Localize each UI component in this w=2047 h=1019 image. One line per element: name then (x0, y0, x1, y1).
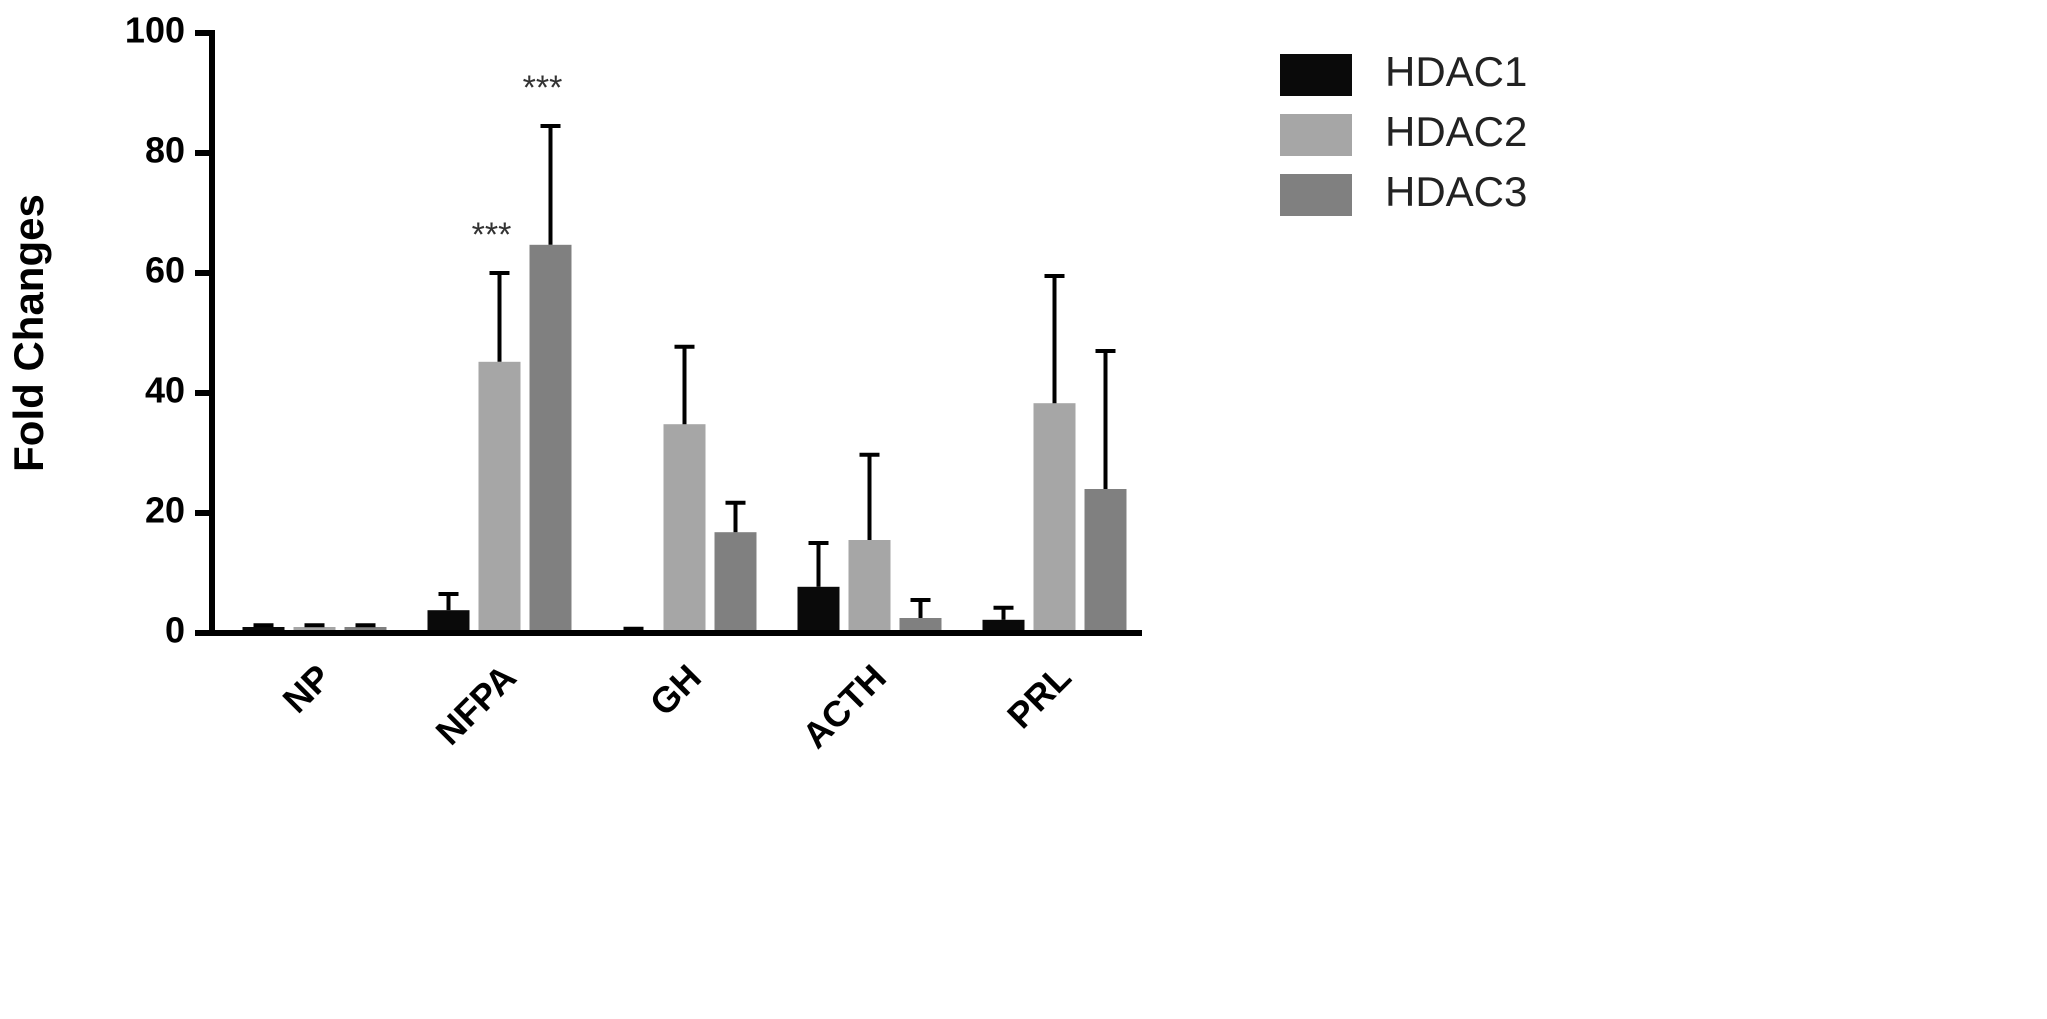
bar (1033, 403, 1076, 633)
legend-label: HDAC3 (1385, 168, 1527, 215)
legend-label: HDAC2 (1385, 108, 1527, 155)
bar (714, 532, 757, 633)
y-tick-label: 60 (145, 250, 185, 291)
bar (797, 586, 840, 633)
bar (848, 540, 891, 633)
y-tick-label: 80 (145, 130, 185, 171)
x-tick-label: NP (275, 656, 339, 720)
x-tick-label: GH (642, 656, 709, 723)
y-axis-label: Fold Changes (5, 194, 52, 472)
legend-label: HDAC1 (1385, 48, 1527, 95)
x-tick-label: PRL (999, 656, 1079, 736)
y-tick-label: 20 (145, 490, 185, 531)
x-tick-label: NFPA (427, 656, 523, 752)
significance-label: *** (472, 216, 512, 254)
bar (427, 610, 470, 633)
bar (982, 619, 1025, 633)
bar (529, 244, 572, 634)
bar (663, 424, 706, 633)
y-tick-label: 0 (165, 610, 185, 651)
bar (478, 361, 521, 633)
y-tick-label: 40 (145, 370, 185, 411)
legend-swatch (1280, 174, 1352, 216)
y-tick-label: 100 (125, 10, 185, 51)
legend-swatch (1280, 114, 1352, 156)
legend-swatch (1280, 54, 1352, 96)
significance-label: *** (523, 69, 563, 107)
bar (1084, 489, 1127, 633)
bar (899, 618, 942, 633)
x-tick-label: ACTH (794, 656, 894, 756)
